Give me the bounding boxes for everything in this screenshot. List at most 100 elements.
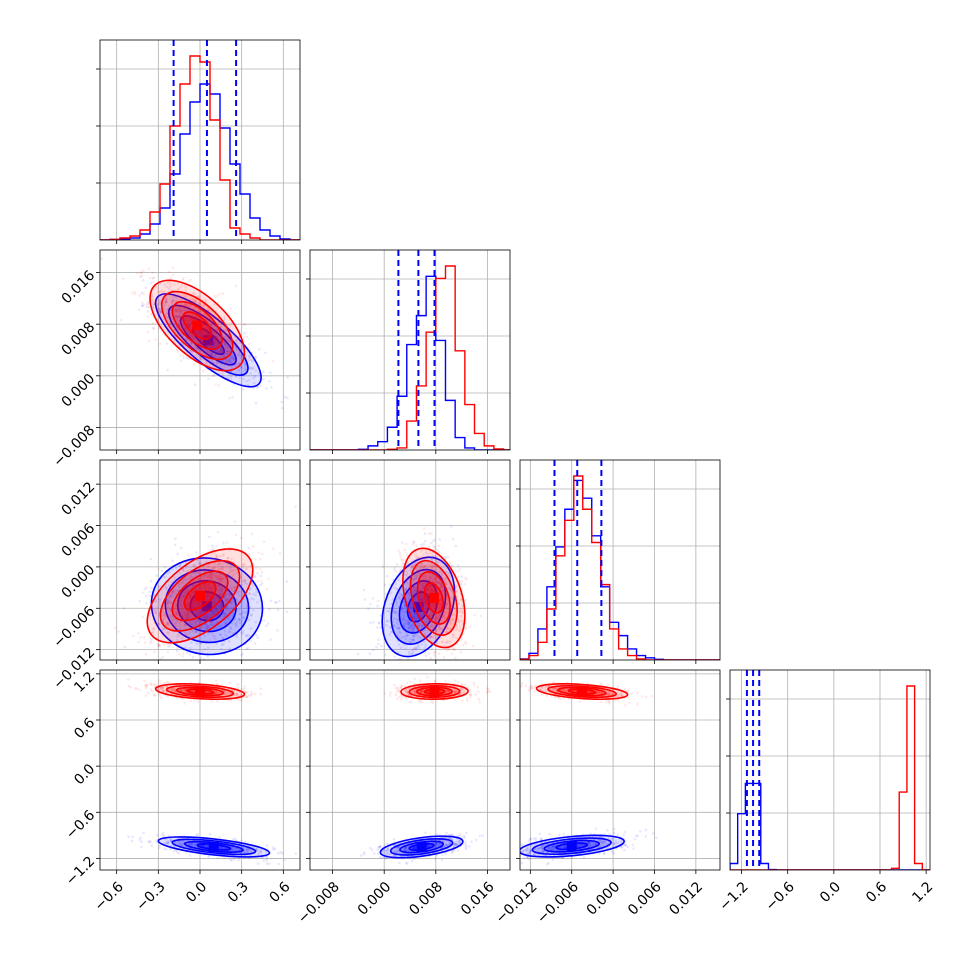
scatter-point	[214, 383, 218, 386]
scatter-point	[222, 553, 225, 556]
scatter-point	[206, 308, 209, 312]
scatter-point	[397, 549, 400, 552]
scatter-point	[182, 308, 185, 312]
scatter-point	[178, 621, 181, 624]
scatter-point	[222, 554, 225, 557]
scatter-point	[247, 552, 251, 556]
scatter-point	[445, 641, 448, 645]
scatter-point	[417, 624, 420, 628]
scatter-point	[152, 302, 156, 306]
scatter-point	[427, 545, 431, 549]
scatter-point	[194, 300, 197, 304]
scatter-point	[430, 602, 434, 606]
scatter-point	[202, 658, 206, 660]
scatter-point	[371, 597, 375, 600]
scatter-point	[236, 590, 240, 593]
scatter-point	[181, 567, 185, 571]
scatter-point	[181, 305, 185, 308]
scatter-point	[409, 625, 413, 629]
scatter-point	[184, 302, 187, 306]
scatter-point	[439, 597, 443, 601]
scatter-point	[180, 606, 184, 609]
scatter-point	[172, 607, 176, 611]
scatter-point	[200, 641, 204, 644]
scatter-point	[201, 575, 204, 578]
scatter-point	[196, 610, 199, 614]
scatter-point	[458, 568, 462, 571]
scatter-point	[193, 337, 197, 341]
scatter-point	[183, 612, 187, 615]
scatter-point	[148, 840, 152, 844]
scatter-point	[238, 612, 241, 616]
scatter-point	[418, 566, 422, 570]
scatter-point	[184, 622, 187, 625]
scatter-point	[223, 611, 227, 614]
scatter-point	[406, 658, 410, 660]
scatter-point	[169, 276, 172, 280]
scatter-point	[226, 350, 229, 353]
scatter-point	[377, 622, 381, 625]
scatter-point	[169, 285, 173, 288]
scatter-point	[223, 343, 227, 346]
scatter-point	[194, 570, 198, 574]
scatter-point	[412, 638, 415, 641]
scatter-point	[140, 304, 144, 308]
scatter-point	[437, 625, 441, 628]
scatter-point	[222, 541, 225, 545]
scatter-point	[225, 360, 228, 364]
scatter-point	[184, 617, 187, 620]
scatter-point	[414, 612, 417, 615]
scatter-point	[428, 572, 432, 576]
scatter-point	[196, 614, 199, 617]
scatter-point	[182, 614, 186, 618]
scatter-point	[215, 337, 218, 341]
scatter-point	[149, 683, 153, 686]
scatter-point	[212, 566, 215, 570]
scatter-point	[163, 841, 167, 845]
scatter-point	[203, 614, 206, 618]
scatter-point	[201, 609, 205, 612]
scatter-point	[249, 372, 252, 375]
scatter-point	[437, 544, 441, 548]
scatter-point	[161, 656, 164, 659]
scatter-point	[430, 541, 433, 545]
scatter-point	[182, 559, 185, 563]
scatter-point	[461, 611, 465, 615]
scatter-point	[216, 576, 219, 579]
scatter-point	[210, 633, 214, 637]
scatter-point	[412, 615, 416, 618]
scatter-point	[228, 346, 232, 349]
scatter-point	[412, 585, 416, 588]
scatter-point	[227, 593, 231, 596]
scatter-point	[211, 333, 215, 337]
panel-frame	[309, 459, 511, 661]
scatter-point	[444, 603, 448, 607]
scatter-point	[173, 328, 176, 332]
scatter-point	[214, 343, 218, 347]
scatter-point	[182, 328, 186, 332]
scatter-point	[203, 844, 207, 847]
scatter-point	[185, 339, 188, 342]
scatter-point	[166, 312, 170, 316]
scatter-point	[450, 652, 454, 655]
scatter-point	[226, 337, 229, 340]
scatter-point	[443, 594, 447, 597]
scatter-point	[192, 611, 196, 615]
scatter-point	[450, 571, 453, 574]
scatter-point	[399, 662, 402, 665]
scatter-point	[168, 289, 172, 292]
scatter-point	[234, 600, 237, 604]
scatter-point	[259, 574, 263, 578]
scatter-point	[186, 322, 190, 326]
scatter-point	[238, 354, 241, 357]
scatter-point	[199, 642, 202, 645]
scatter-point	[411, 638, 415, 642]
scatter-point	[379, 626, 383, 629]
scatter-point	[142, 303, 145, 307]
scatter-point	[420, 596, 424, 600]
scatter-point	[253, 575, 256, 578]
scatter-point	[416, 644, 420, 647]
scatter-point	[235, 338, 239, 342]
scatter-point	[433, 603, 437, 606]
scatter-point	[190, 317, 193, 321]
